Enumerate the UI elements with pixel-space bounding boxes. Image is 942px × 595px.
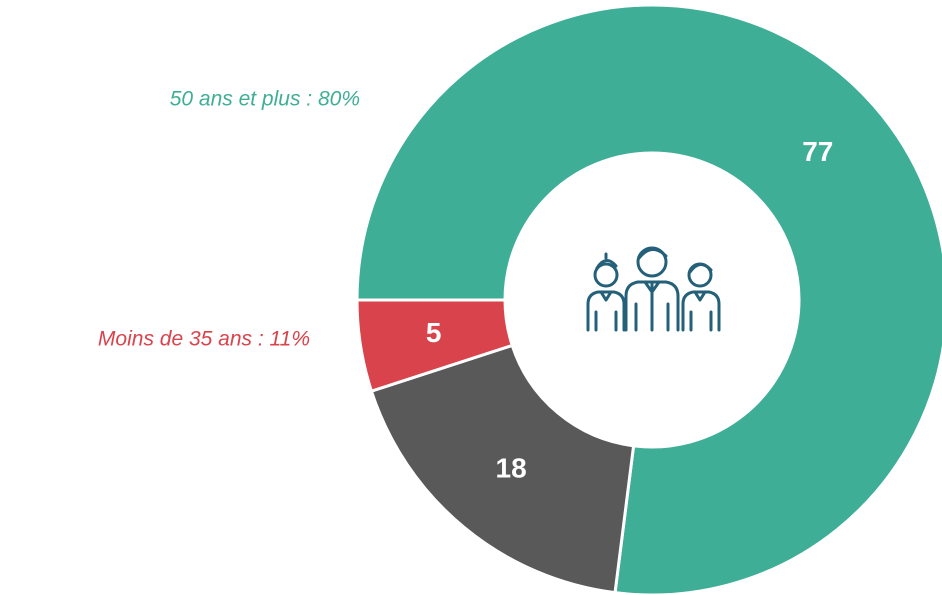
value-label: 18 [496,453,527,484]
value-label: 5 [426,317,442,348]
donut-slice [369,343,636,595]
category-label: 50 ans et plus : 80% [170,88,360,111]
category-label: Moins de 35 ans : 11% [98,328,310,351]
people-icon [586,246,721,332]
donut-slice [355,3,942,595]
value-label: 77 [802,136,833,167]
donut-slice [355,298,515,394]
